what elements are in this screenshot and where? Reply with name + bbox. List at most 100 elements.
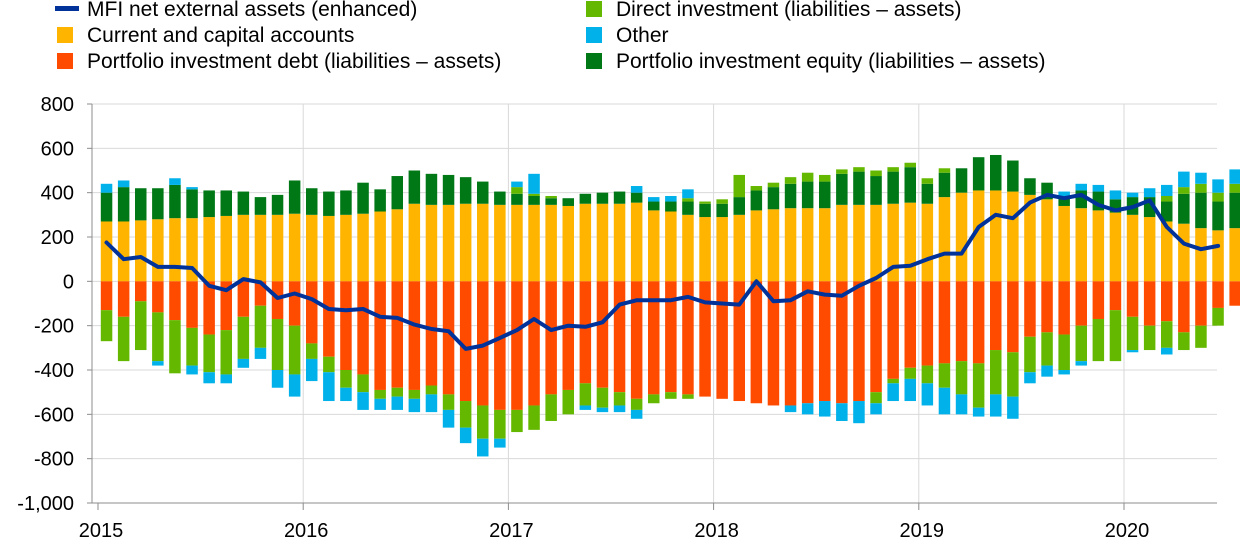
bar-other-10 xyxy=(271,370,284,388)
bar-portfolio_equity-46 xyxy=(887,171,899,204)
bar-direct_investment-42 xyxy=(819,174,831,182)
bar-current_capital-26 xyxy=(545,204,557,282)
bar-current_capital-45 xyxy=(870,204,882,282)
bar-portfolio_debt-56 xyxy=(1058,281,1070,335)
bar-current_capital-31 xyxy=(630,202,643,282)
legend-label-portfolio_debt: Portfolio investment debt (liabilities –… xyxy=(87,50,501,73)
x-tick-label-2019: 2019 xyxy=(900,520,945,542)
bar-direct_investment-38 xyxy=(750,186,763,191)
bar-other-41 xyxy=(801,403,814,415)
bar-other-31 xyxy=(630,186,643,193)
bar-direct_investment-48 xyxy=(921,178,934,184)
bar-direct_investment-44 xyxy=(853,167,865,172)
bar-direct_investment-18 xyxy=(408,389,421,399)
bar-direct_investment-45 xyxy=(870,392,882,404)
bar-portfolio_debt-34 xyxy=(682,281,694,395)
bar-portfolio_equity-8 xyxy=(237,191,250,215)
bar-other-63 xyxy=(1178,171,1190,188)
bar-direct_investment-4 xyxy=(169,320,181,374)
bar-direct_investment-61 xyxy=(1143,325,1156,351)
bar-portfolio_debt-41 xyxy=(801,281,814,404)
bar-portfolio_debt-52 xyxy=(990,281,1002,351)
bar-current_capital-37 xyxy=(733,214,745,282)
bar-other-54 xyxy=(1024,372,1036,384)
bar-current_capital-34 xyxy=(682,214,694,282)
bar-portfolio_debt-42 xyxy=(819,281,831,402)
bar-direct_investment-63 xyxy=(1178,187,1190,194)
bar-current_capital-11 xyxy=(288,213,301,282)
bar-direct_investment-33 xyxy=(665,392,677,399)
bar-other-11 xyxy=(288,374,301,397)
bar-other-40 xyxy=(784,405,797,413)
bar-portfolio_debt-33 xyxy=(665,281,677,393)
bar-direct_investment-59 xyxy=(1109,310,1122,362)
bar-current_capital-57 xyxy=(1075,208,1087,282)
bar-portfolio_debt-4 xyxy=(169,281,181,321)
y-tick-label-0: 800 xyxy=(41,94,74,116)
bar-other-53 xyxy=(1007,396,1019,419)
bar-portfolio_equity-41 xyxy=(801,181,814,209)
bar-portfolio_debt-18 xyxy=(408,281,421,390)
bar-current_capital-1 xyxy=(117,221,130,282)
bar-current_capital-47 xyxy=(904,202,916,282)
bar-portfolio_equity-26 xyxy=(545,198,557,205)
legend-swatch-mfi xyxy=(55,6,79,11)
bar-direct_investment-56 xyxy=(1058,334,1070,370)
bar-current_capital-59 xyxy=(1109,212,1122,282)
bar-portfolio_debt-58 xyxy=(1092,281,1105,320)
bar-portfolio_debt-57 xyxy=(1075,281,1087,326)
mfi-line-layer xyxy=(104,192,1221,351)
bar-other-59 xyxy=(1109,190,1122,200)
bar-portfolio_debt-17 xyxy=(391,281,403,388)
bar-direct_investment-20 xyxy=(442,394,455,410)
bar-portfolio_debt-12 xyxy=(306,281,318,344)
bar-portfolio_equity-35 xyxy=(699,203,711,218)
bar-portfolio_debt-26 xyxy=(545,281,557,395)
bar-other-28 xyxy=(579,405,592,410)
bar-direct_investment-5 xyxy=(186,327,198,366)
bar-portfolio_debt-38 xyxy=(750,281,763,404)
bar-portfolio_debt-13 xyxy=(323,281,335,357)
bar-portfolio_debt-0 xyxy=(100,281,113,311)
bar-portfolio_equity-51 xyxy=(972,157,985,191)
bar-other-23 xyxy=(494,438,506,448)
bar-other-34 xyxy=(682,189,694,199)
bar-other-44 xyxy=(853,401,865,424)
bar-portfolio_equity-20 xyxy=(442,174,455,205)
bar-current_capital-64 xyxy=(1195,228,1207,282)
bar-direct_investment-49 xyxy=(938,168,951,173)
bar-other-17 xyxy=(391,396,403,410)
legend-swatch-portfolio_debt xyxy=(57,53,73,69)
bar-portfolio_equity-11 xyxy=(288,180,301,214)
bar-current_capital-9 xyxy=(254,214,267,282)
bar-portfolio_debt-49 xyxy=(938,281,951,364)
bar-portfolio_equity-33 xyxy=(665,201,677,212)
bar-direct_investment-47 xyxy=(904,367,916,379)
bar-current_capital-18 xyxy=(408,203,421,282)
bar-other-47 xyxy=(904,378,916,402)
bar-portfolio_equity-40 xyxy=(784,183,797,209)
bar-portfolio_equity-38 xyxy=(750,190,763,211)
bar-current_capital-2 xyxy=(135,220,147,282)
y-tick-label-1: 600 xyxy=(41,138,74,160)
bar-direct_investment-21 xyxy=(459,401,472,428)
bar-portfolio_debt-11 xyxy=(288,281,301,326)
bar-direct_investment-65 xyxy=(1212,192,1224,202)
bar-current_capital-50 xyxy=(955,192,968,282)
bar-other-66 xyxy=(1229,169,1240,184)
bar-direct_investment-62 xyxy=(1161,195,1173,202)
bar-portfolio_equity-28 xyxy=(579,193,592,204)
bar-portfolio_equity-12 xyxy=(306,188,318,215)
bar-portfolio_equity-32 xyxy=(648,201,660,211)
bar-portfolio_equity-55 xyxy=(1041,182,1053,200)
bar-other-15 xyxy=(357,392,369,410)
bar-direct_investment-60 xyxy=(1126,316,1139,351)
bar-direct_investment-46 xyxy=(887,167,899,172)
bar-other-20 xyxy=(442,409,455,428)
bar-direct_investment-28 xyxy=(579,383,592,406)
bar-other-16 xyxy=(374,398,386,410)
bar-current_capital-6 xyxy=(203,217,215,282)
bar-direct_investment-37 xyxy=(733,174,745,198)
bar-portfolio_debt-29 xyxy=(596,281,609,388)
legend-swatch-current_capital xyxy=(57,27,73,43)
